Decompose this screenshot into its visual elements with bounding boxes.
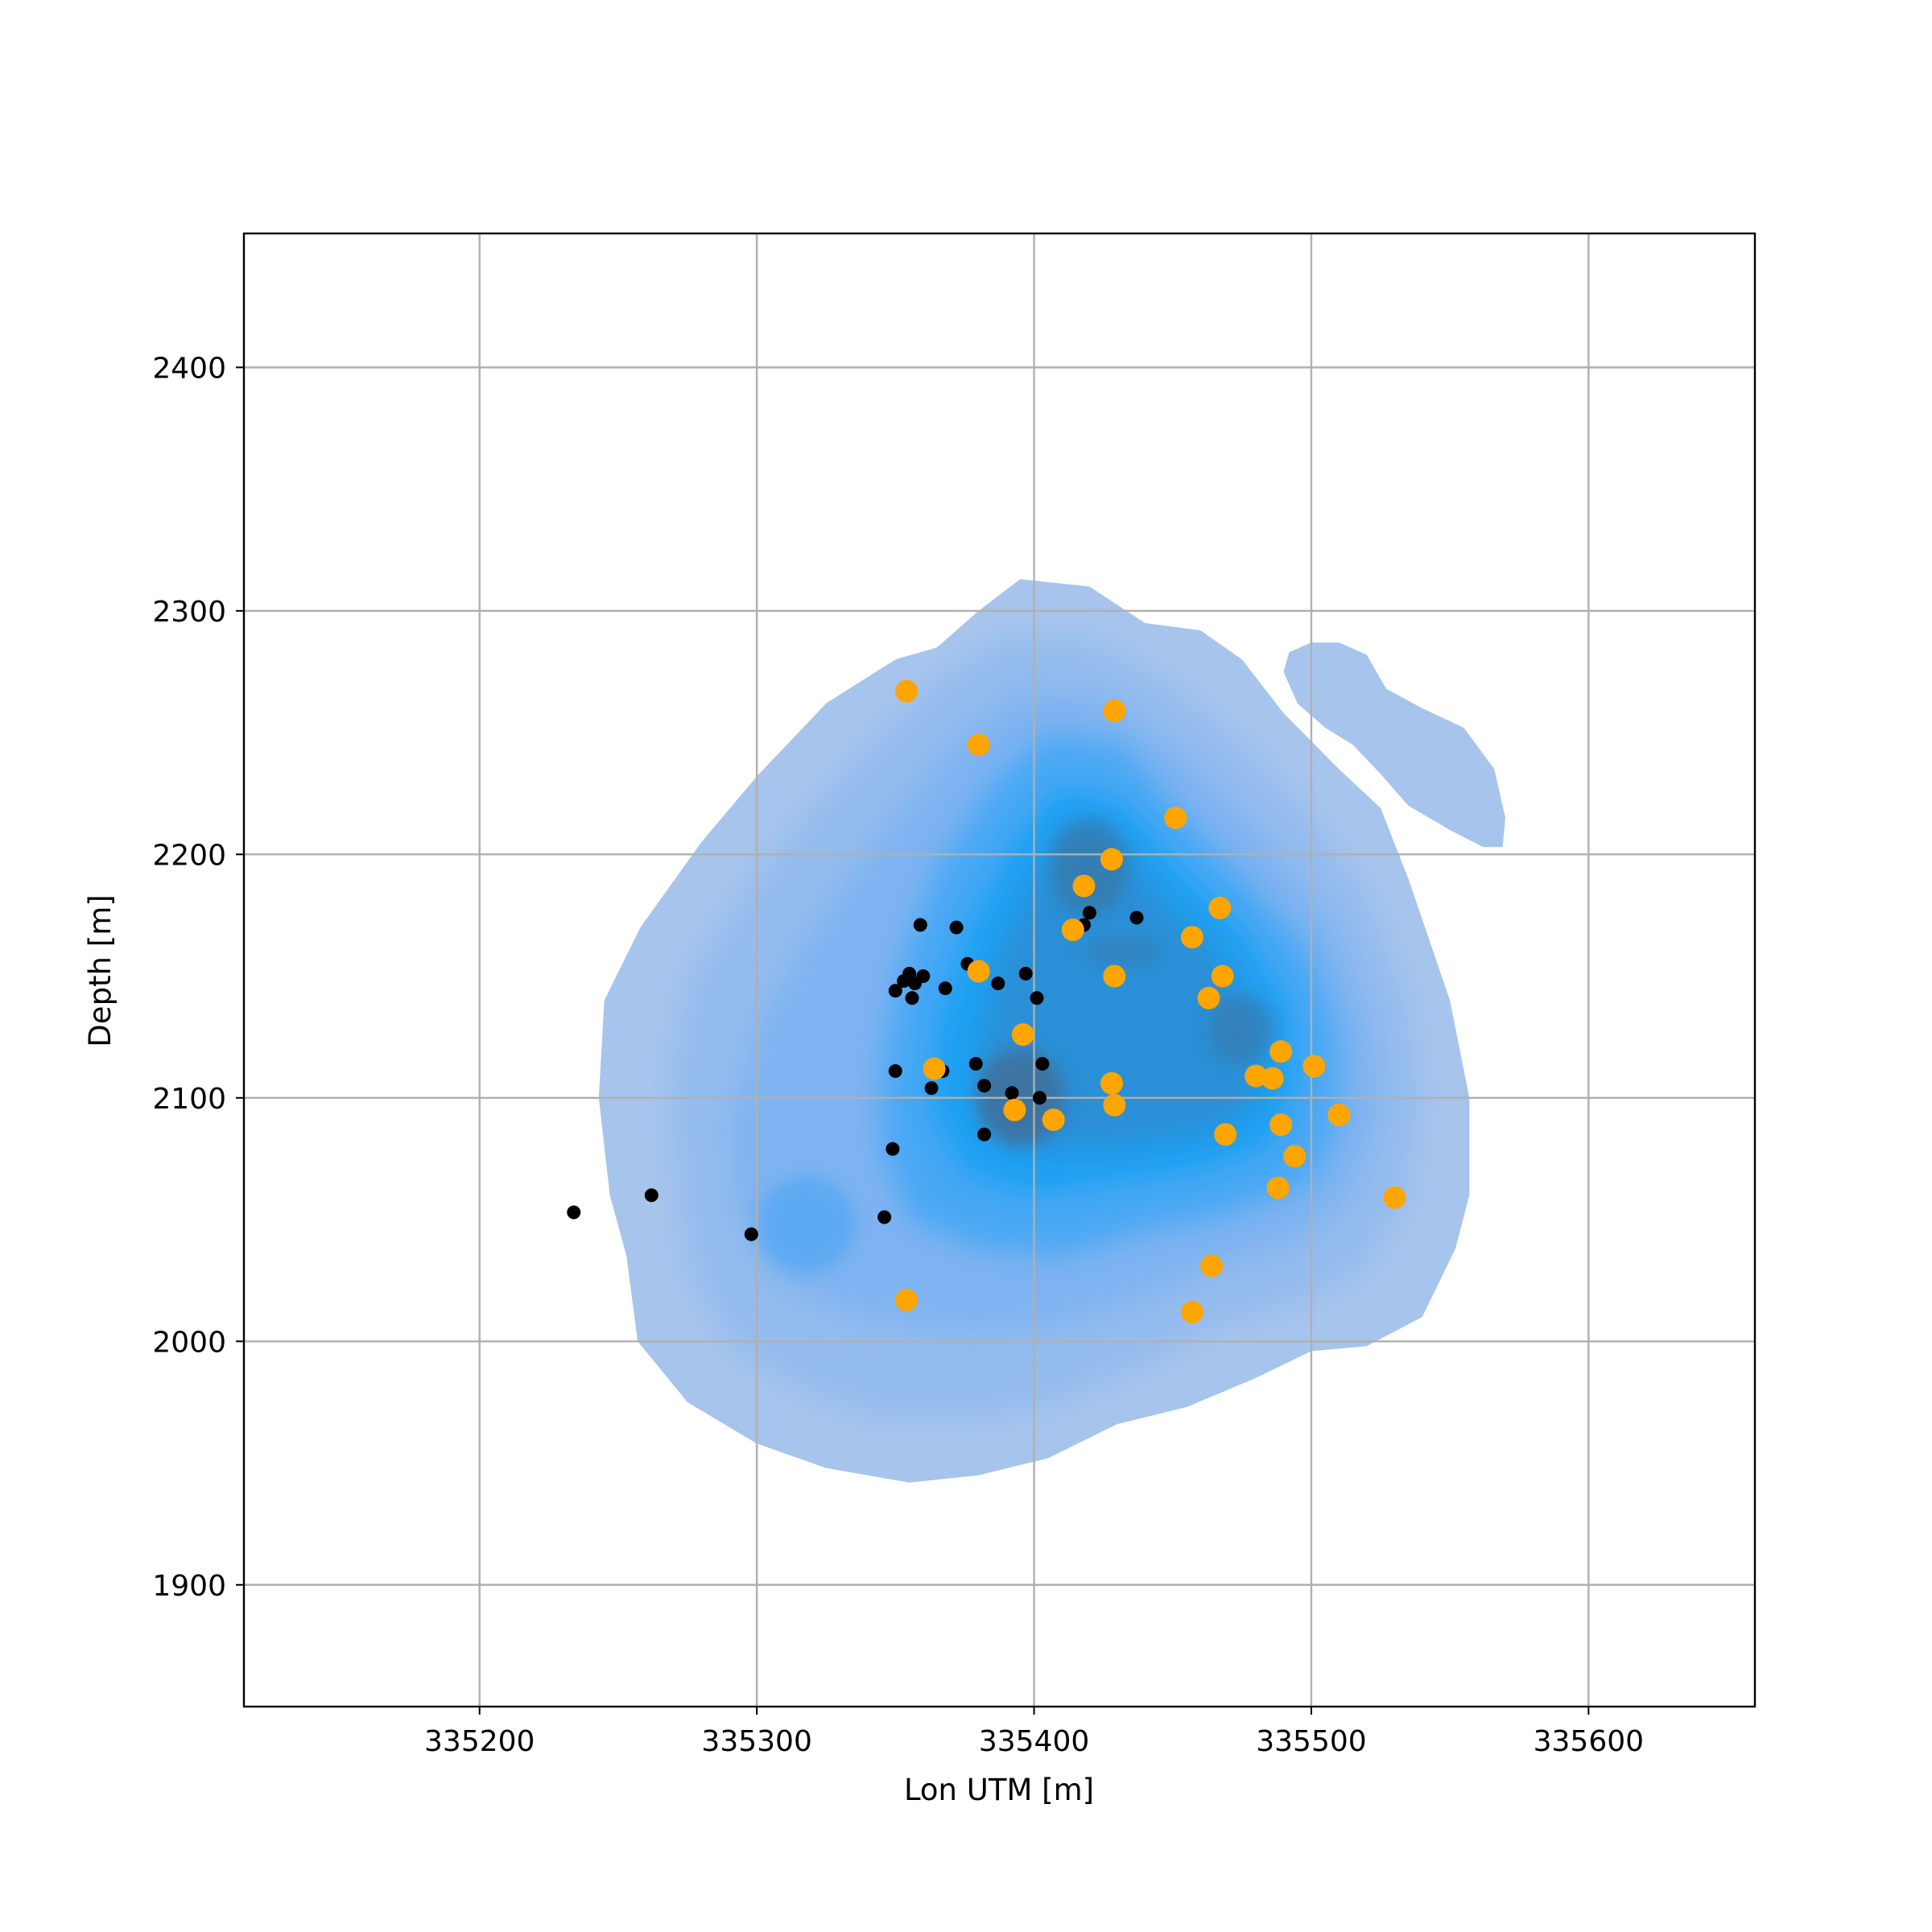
black-point [644, 1188, 658, 1203]
x-tick-label: 335600 [1534, 1725, 1644, 1758]
black-point [991, 976, 1005, 991]
black-point [1005, 1086, 1019, 1100]
y-tick-label: 2000 [152, 1326, 226, 1359]
orange-point [1103, 1093, 1126, 1117]
black-point [916, 969, 931, 984]
black-point [886, 1141, 900, 1156]
density-local-peak [757, 1175, 857, 1274]
orange-point [1011, 1023, 1034, 1046]
x-tick-label: 335500 [1256, 1725, 1366, 1758]
black-point [877, 1210, 892, 1224]
y-axis-label: Depth [m] [83, 894, 118, 1046]
black-point [968, 1057, 983, 1071]
grid [244, 233, 1755, 1707]
x-tick-label: 335200 [424, 1725, 535, 1758]
black-point [888, 1064, 902, 1078]
orange-point [1100, 1071, 1123, 1095]
black-point [744, 1227, 758, 1241]
orange-point [1283, 1145, 1307, 1168]
black-point [567, 1205, 581, 1220]
black-point [1030, 991, 1044, 1005]
orange-point [1197, 986, 1220, 1009]
orange-point [1269, 1040, 1293, 1063]
density-peak-upper [1051, 817, 1129, 915]
black-point [913, 918, 927, 932]
y-tick-label: 1900 [152, 1570, 226, 1603]
y-tick-label: 2200 [152, 839, 226, 872]
black-point [1035, 1057, 1050, 1071]
density-peak-right [1208, 995, 1276, 1064]
plot-frame [242, 232, 1757, 1708]
black-point [949, 920, 964, 935]
black-point [888, 984, 902, 998]
x-axis-label: Lon UTM [m] [904, 1773, 1094, 1807]
black-point [977, 1079, 992, 1093]
orange-point [967, 960, 990, 983]
orange-point [895, 679, 919, 703]
orange-point [1061, 919, 1084, 942]
black-point [1018, 967, 1033, 980]
orange-point [1180, 926, 1203, 949]
orange-point [1200, 1254, 1223, 1278]
orange-point [1103, 964, 1126, 988]
y-tick-label: 2400 [152, 352, 226, 385]
orange-point [967, 733, 990, 757]
y-tick-label: 2300 [152, 596, 226, 629]
black-point [924, 1081, 939, 1096]
density-island [1283, 642, 1505, 848]
x-tick-label: 335400 [979, 1725, 1089, 1758]
orange-point [1214, 1123, 1237, 1146]
orange-point [1269, 1113, 1293, 1137]
orange-point [1180, 1301, 1203, 1323]
orange-point [1100, 848, 1123, 871]
orange-point [1261, 1067, 1284, 1090]
orange-point [1072, 874, 1096, 898]
orange-point [1266, 1176, 1290, 1199]
orange-point [1327, 1104, 1351, 1126]
orange-point [1208, 896, 1232, 919]
orange-point [1245, 1064, 1268, 1088]
density-ridge [1084, 937, 1162, 967]
black-point [1032, 1091, 1046, 1105]
black-point [1129, 910, 1144, 925]
axis-ticks: 335200 335300 335400 335500 335600 1900 2000 21… [152, 352, 1644, 1758]
x-tick-label: 335300 [701, 1725, 811, 1758]
orange-point [1003, 1098, 1026, 1121]
y-tick-label: 2100 [152, 1083, 226, 1116]
orange-point [923, 1057, 946, 1080]
black-point [1082, 906, 1096, 920]
orange-point [895, 1288, 919, 1311]
black-point [977, 1127, 992, 1141]
scatter-points [567, 679, 1406, 1323]
orange-point [1164, 807, 1187, 829]
orange-point [1042, 1108, 1065, 1131]
black-point [938, 981, 952, 996]
orange-point [1302, 1055, 1326, 1078]
orange-point [1103, 699, 1126, 722]
black-point [905, 991, 919, 1005]
orange-point [1211, 964, 1234, 988]
orange-point [1383, 1186, 1406, 1209]
